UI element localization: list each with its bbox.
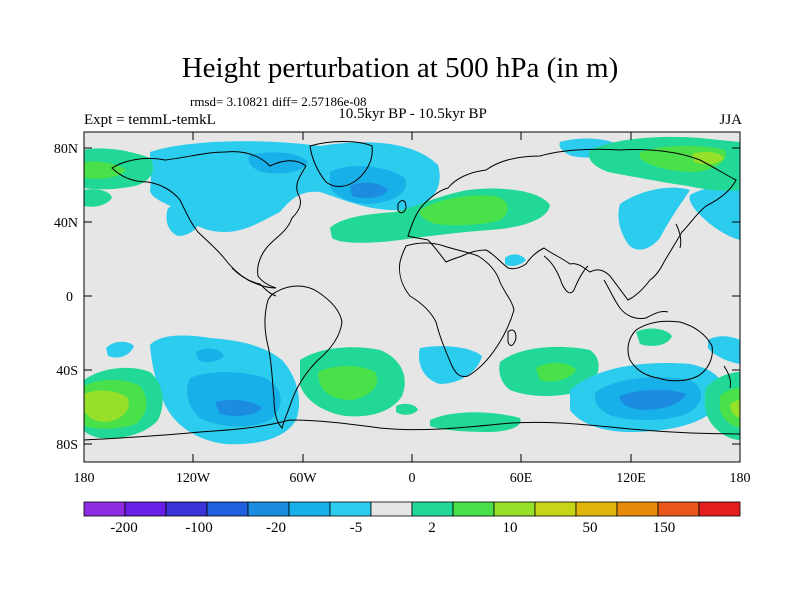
coastline-south-america [264,285,343,429]
lat-label-80s: 80S [56,438,78,453]
coastline-australia [627,320,713,382]
colorbar-swatch [411,501,454,517]
contour-cyan-arabia [505,254,526,267]
lat-label-80n: 80N [54,142,78,157]
contour-cyan-northpac [689,187,740,240]
colorbar-swatch [247,501,290,517]
lon-label-180e: 180 [730,471,751,486]
map-title: Height perturbation at 500 hPa (in m) [181,52,619,84]
coastline-north-america [111,151,307,289]
colorbar-swatch [329,501,372,517]
colorbar-swatch [534,501,577,517]
colorbar-label: -100 [185,520,213,536]
colorbar-label: -20 [266,520,286,536]
contour-lime-south-atlantic [318,366,378,400]
tick-marks [83,132,741,462]
contour-blue-small-sp [196,348,224,363]
colorbar-swatch [575,501,618,517]
contour-darkblue-core [350,182,388,198]
colorbar-swatch [452,501,495,517]
contour-yellowgreen-europe [419,195,508,226]
colorbar-label: 50 [582,520,598,536]
coastline-japan [675,223,682,249]
coastline-greenland [309,141,373,187]
colorbar-label: -5 [349,520,363,536]
lon-label-120e: 120E [616,471,646,486]
contour-cyan-arctic-america [150,141,440,232]
contour-green-antarctic-small [396,403,418,415]
colorbar-swatch [206,501,249,517]
contour-green-australia-south [636,328,672,346]
coastline-uk [397,200,407,214]
lat-label-40n: 40N [54,216,78,231]
colorbar-swatch [616,501,659,517]
coastline-india [543,255,589,294]
contour-yellow-arctic-east [692,151,724,165]
colorbar-label: 2 [428,520,436,536]
lon-labels: 180 120W 60W 0 60E 120E 180 [74,471,751,486]
lon-label-180w: 180 [74,471,95,486]
contour-blue-south-pacific [187,372,281,427]
contour-green-antarctic-east [430,412,521,432]
lat-label-eq: 0 [66,290,73,305]
colorbar-label: 10 [502,520,518,536]
coastline-new-zealand [723,365,731,389]
colorbar [83,501,741,517]
period-label: 10.5kyr BP - 10.5kyr BP [338,106,487,122]
contour-darkblue-south-pacific [215,400,262,416]
contour-cyan-nwpac [166,203,202,236]
contour-layer [84,136,740,445]
coastline-central-america [231,267,277,297]
contour-cyan-south-africa [418,346,482,384]
lon-label-60e: 60E [510,471,533,486]
coastline-antarctica [84,419,740,441]
contour-darkblue-southern-ocean [619,389,686,410]
coastlines [84,141,740,441]
colorbar-swatch [165,501,208,517]
lon-label-0: 0 [409,471,416,486]
contour-yellow-south-pacific-west [84,390,129,422]
colorbar-swatch [124,501,167,517]
contour-cyan-small-west [106,341,134,358]
colorbar-label: -200 [110,520,138,536]
lon-label-120w: 120W [176,471,211,486]
coastline-africa [399,242,515,377]
stats-text: rmsd= 3.10821 diff= 2.57186e-08 [190,94,367,109]
colorbar-swatch [698,501,741,517]
contour-lime-sw-pacific-east [720,388,740,428]
lat-labels: 80N 40N 0 40S 80S [54,142,78,453]
contour-cyan-eastasia [618,187,690,250]
contour-green-aleutian [84,189,112,207]
colorbar-swatch [288,501,331,517]
colorbar-swatch [493,501,536,517]
contour-yellow-sw-pacific-east [730,400,740,418]
lon-label-60w: 60W [289,471,317,486]
colorbar-swatch [370,501,413,517]
coastline-europe-asia [407,148,737,301]
colorbar-swatch [83,501,126,517]
season-label: JJA [719,112,742,128]
coastline-madagascar [507,329,517,346]
lat-label-40s: 40S [56,364,78,379]
experiment-label: Expt = temmL-temkL [84,112,216,128]
colorbar-label: 150 [652,520,676,536]
contour-cyan-nz [708,336,740,364]
coastline-southeast-asia [603,279,669,319]
colorbar-swatch [657,501,700,517]
contour-lime-indian-ocean [536,362,576,382]
